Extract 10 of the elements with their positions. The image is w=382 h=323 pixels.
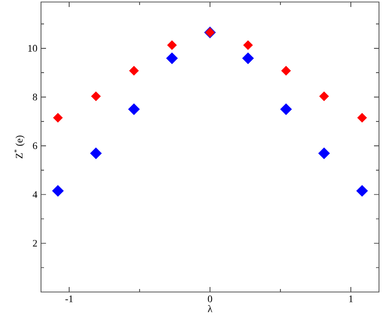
y-tick-label: 10 xyxy=(28,44,38,52)
x-tick-label: -1 xyxy=(65,296,73,302)
x-tick-label: 1 xyxy=(349,296,353,302)
y-tick-label: 4 xyxy=(32,191,38,198)
y-axis-title: Z$^{*}$ (e) xyxy=(14,136,25,158)
y-tick-label: 6 xyxy=(32,142,38,150)
y-tick-label: 8 xyxy=(32,94,38,100)
x-tick-label: 0 xyxy=(208,296,212,302)
y-tick-label: 2 xyxy=(32,240,37,247)
x-axis-title: λ xyxy=(208,305,212,312)
